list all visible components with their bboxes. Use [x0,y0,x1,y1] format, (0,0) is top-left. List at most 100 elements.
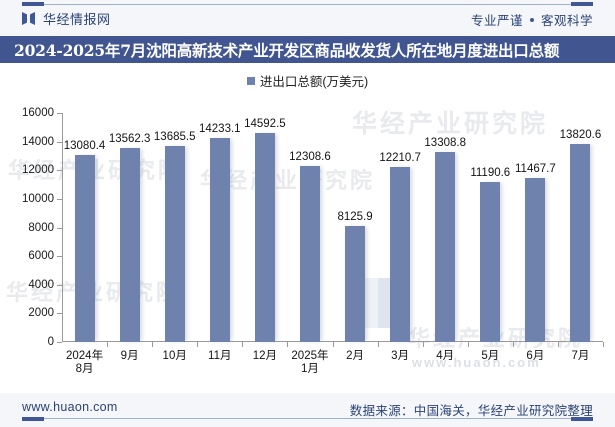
bar-value-label: 11190.6 [470,166,511,179]
double-chevron-logo-icon [22,12,36,25]
bar-value-label: 13080.4 [63,139,106,152]
x-axis-category-label: 4月 [436,350,454,363]
footer-site-url[interactable]: www.huaon.com [22,400,118,414]
y-axis-tick-label: 0 [47,336,54,348]
footer-data-source: 数据来源：中国海关，华经产业研究院整理 [349,404,593,418]
x-axis-category-label: 2025年 1月 [291,350,328,376]
x-axis-category-line: 2024年 [65,350,104,362]
x-axis-category-line: 5月 [481,350,500,362]
y-axis-tick-label: 8000 [28,221,54,234]
bar[interactable] [435,151,456,342]
chart-canvas: 华经产业研究院 华经产业研究院 华经产业研究院 华经产业研究院 华经产业研究院 … [0,63,615,393]
header-rule-cap-left [22,2,44,6]
bar[interactable] [525,177,546,342]
dot-icon [529,17,534,22]
x-axis-category-line: 4月 [436,350,455,362]
x-axis-tick [512,342,514,347]
y-axis-tick-label: 12000 [22,164,54,177]
slogan-right-text: 客观科学 [540,14,593,28]
y-axis-tick [57,342,62,343]
x-axis-category-line: 2025年 [291,350,329,362]
bar-value-label: 14233.1 [198,123,241,136]
x-axis-category-line: 8月 [75,363,94,375]
x-axis-tick [603,342,604,347]
x-axis-tick [557,342,559,347]
footer-rule-cap-right [571,417,593,421]
x-axis-category-line: 6月 [526,350,545,362]
x-axis-tick [377,342,379,347]
bar[interactable] [164,146,185,342]
y-axis-tick-label: 10000 [22,192,54,205]
slogan-left-text: 专业严谨 [470,14,523,28]
x-axis-category-label: 2024年 8月 [66,350,103,376]
footer-divider-rule [22,418,593,419]
bar-value-label: 11467.7 [515,162,556,175]
y-axis-tick-label: 4000 [28,278,54,291]
bar[interactable] [254,133,275,342]
x-axis-category-line: 12月 [252,350,278,362]
x-axis-category-line: 9月 [120,350,139,362]
x-axis-tick [467,342,469,347]
plot-area: 0 2000 4000 6000 8000 10000 12000 14000 16000 13… [22,107,604,375]
brand-header: 华经情报网 专业严谨 客观科学 [0,0,615,36]
chart-title-bar: 2024-2025年7月沈阳高新技术产业开发区商品收发货人所在地月度进出口总额 [0,36,615,63]
bar-value-label: 12210.7 [379,152,421,165]
bar-series: 13080.4 13562.3 13685.5 14233.1 14592.5 12308… [62,113,603,342]
header-divider-rule [22,4,593,5]
x-axis-category-line: 2月 [346,350,364,362]
bar[interactable] [119,147,140,342]
x-axis-category-label: 9月 [121,350,139,363]
x-axis-tick [287,342,289,347]
bar[interactable] [480,181,501,342]
x-axis-category-line: 11月 [208,350,232,362]
x-axis-tick [107,342,109,347]
bar[interactable] [299,165,320,342]
bar-value-label: 13562.3 [108,132,151,145]
x-axis-tick [332,342,334,347]
bar-value-label: 8125.9 [337,210,373,223]
y-axis-tick [57,141,62,143]
bar[interactable] [74,154,95,342]
x-axis-tick [152,342,154,347]
y-axis-tick [57,284,62,286]
y-axis-tick-label: 2000 [28,307,54,320]
chart-legend: 进出口总额(万美元) [0,71,615,90]
y-axis-tick-label: 14000 [22,135,54,148]
brand-name: 华经情报网 [43,12,111,27]
x-axis-category-label: 3月 [391,350,409,363]
x-axis-category-label: 12月 [253,350,277,363]
header-rule-cap-right [571,2,593,6]
y-axis-tick [57,198,62,200]
y-axis-tick [57,170,62,172]
legend-swatch-icon [246,76,255,85]
bar[interactable] [209,138,230,342]
y-axis-line [62,113,63,342]
y-axis-tick [57,313,62,315]
watermark-institute: 华经产业研究院 [352,110,549,138]
bar-value-label: 13685.5 [153,131,196,144]
x-axis-category-line: 1月 [301,363,319,375]
legend-item-label: 进出口总额(万美元) [259,75,369,89]
bar[interactable] [390,167,411,342]
watermark-site-url: www.huaon.com [412,355,541,370]
y-axis-tick [57,227,62,229]
y-axis-tick [57,256,62,258]
brand-slogan: 专业严谨 客观科学 [471,10,593,29]
x-axis-category-label: 7月 [572,350,590,363]
y-axis-tick [57,113,62,114]
x-axis-category-label: 5月 [481,350,499,363]
x-axis-tick [242,342,244,347]
x-axis-line [62,341,603,342]
bar-value-label: 13820.6 [559,129,602,142]
x-axis-category-label: 6月 [526,350,544,363]
y-axis-tick-label: 6000 [28,250,54,263]
brand-logo: 华经情报网 [22,9,111,28]
bar[interactable] [345,225,366,342]
footer-rule-cap-left [22,417,44,421]
x-axis-category-line: 10月 [162,350,187,362]
page-footer: www.huaon.com 数据来源：中国海关，华经产业研究院整理 [0,393,615,427]
bar-value-label: 13308.8 [424,136,466,149]
x-axis-category-line: 7月 [571,350,590,362]
x-axis-category-line: 3月 [391,350,410,362]
bar[interactable] [570,144,591,342]
